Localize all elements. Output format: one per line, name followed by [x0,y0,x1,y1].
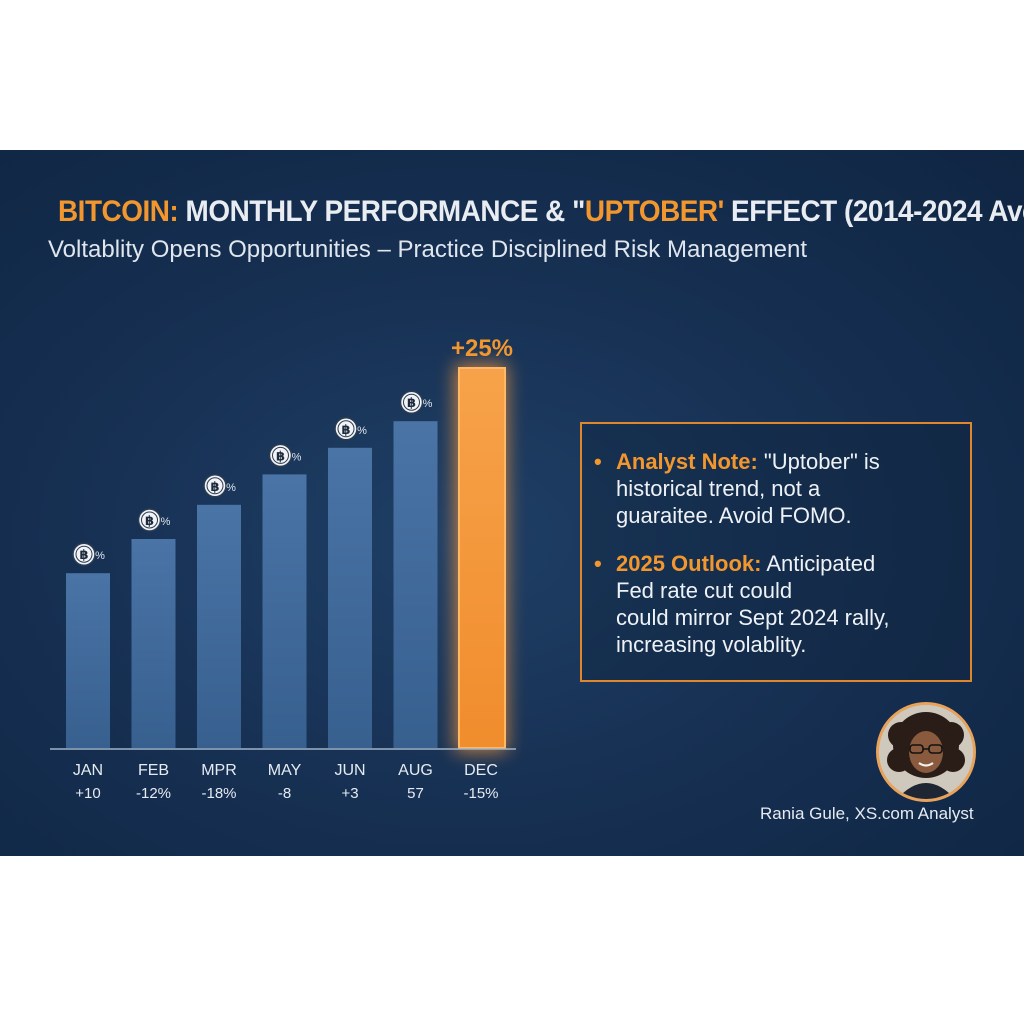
outlook-line1: Anticipated [761,551,876,576]
badge-percent: % [292,451,302,463]
tick-label-jan: JAN [73,762,103,779]
analyst-caption: Rania Gule, XS.com Analyst [760,804,974,823]
bar-may [262,474,307,748]
badge-percent: % [95,550,105,562]
svg-text:฿: ฿ [276,449,285,464]
badge-percent: % [226,482,236,494]
outlook-line4: increasing volablity. [616,632,807,657]
bitcoin-coin-icon: ฿ [72,542,96,566]
title-effect: EFFECT (2014-2024 Average) [731,195,1024,228]
infographic-panel: BITCOIN: MONTHLY PERFORMANCE & "UPTOBER'… [0,150,1024,856]
chart-subtitle: Voltablity Opens Opportunities – Practic… [48,236,808,263]
bar-jan [66,573,110,748]
tick-label-mpr: MPR [201,762,237,779]
data-label-may: -8 [278,785,291,802]
bitcoin-coin-icon: ฿ [334,417,358,441]
data-label-jun: +3 [341,785,358,802]
tick-label-feb: FEB [138,762,169,779]
svg-text:฿: ฿ [407,396,416,411]
bitcoin-coin-icon: ฿ [399,390,424,414]
analyst-note-line3: guaraitee. Avoid FOMO. [616,503,852,528]
analyst-note: • Analyst Note: "Uptober" is historical … [594,448,956,529]
analyst-note-line2: historical trend, not a [616,476,821,501]
data-label-dec: -15% [463,785,498,802]
analyst-note-label: Analyst Note: [616,449,758,474]
note-bullet: • [594,551,602,576]
analyst-portrait-icon [879,705,973,799]
title-bitcoin: BITCOIN: [58,195,179,228]
svg-text:฿: ฿ [145,514,154,529]
svg-text:฿: ฿ [210,480,219,495]
tick-label-may: MAY [268,762,302,779]
chart-title: BITCOIN: MONTHLY PERFORMANCE & "UPTOBER'… [58,195,1024,229]
badge-percent: % [161,516,171,528]
bar-chart: ฿ % JAN +10 ฿ % FEB -12% ฿ % MPR -18% ฿ % MAY -8 ฿ % JUN +3… [50,335,516,802]
data-label-mpr: -18% [201,785,236,802]
bar-jun [328,447,372,748]
bar-dec [458,367,506,749]
title-uptober: UPTOBER' [584,195,724,228]
tick-label-aug: AUG [398,762,433,779]
note-bullet: • [594,449,602,474]
outlook-line3: could mirror Sept 2024 rally, [616,605,890,630]
title-monthly: MONTHLY PERFORMANCE & " [178,195,586,228]
outlook-note: • 2025 Outlook: Anticipated Fed rate cut… [594,550,956,658]
analyst-avatar [876,702,976,802]
data-label-feb: -12% [136,785,171,802]
bar-feb [131,539,176,748]
svg-text:฿: ฿ [79,548,88,563]
bitcoin-coin-icon: ฿ [268,443,293,468]
highlight-value-label: +25% [451,335,513,362]
bar-mpr [197,504,241,748]
bar-aug [393,421,438,748]
data-label-jan: +10 [75,785,100,802]
analyst-note-line1: "Uptober" is [757,449,880,474]
badge-percent: % [423,398,433,410]
outlook-line2: Fed rate cut could [616,578,793,603]
bitcoin-coin-icon: ฿ [203,474,227,498]
data-label-aug: 57 [407,785,424,802]
badge-percent: % [357,425,367,437]
tick-label-jun: JUN [334,762,365,779]
bitcoin-coin-icon: ฿ [137,508,162,532]
outlook-label: 2025 Outlook: [616,551,762,576]
analyst-note-box: • Analyst Note: "Uptober" is historical … [580,422,972,682]
svg-text:฿: ฿ [341,423,350,438]
tick-label-dec: DEC [464,762,498,779]
